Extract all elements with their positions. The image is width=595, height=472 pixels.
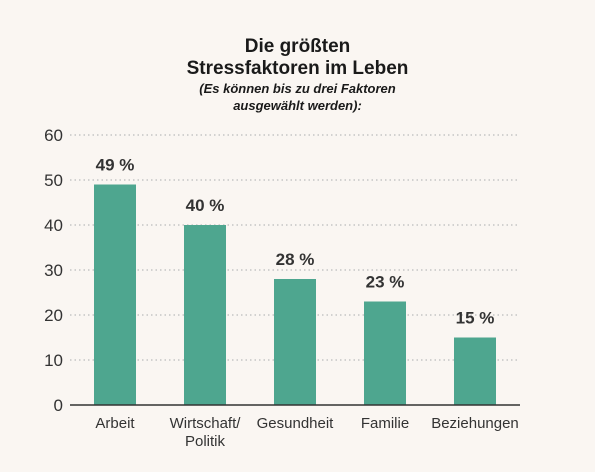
chart-title-line-1: Die größten	[244, 36, 351, 57]
y-tick-label: 10	[44, 351, 63, 370]
x-category-label: Beziehungen	[431, 415, 519, 432]
data-label: 15 %	[456, 309, 495, 328]
y-tick-label: 20	[44, 306, 63, 325]
data-label: 28 %	[276, 250, 315, 269]
y-tick-label: 60	[44, 126, 63, 145]
x-category-label: Politik	[185, 433, 226, 450]
chart-title-line-2: Stressfaktoren im Leben	[186, 58, 409, 79]
y-tick-label: 0	[54, 396, 63, 415]
chart-subtitle-line-2: ausgewählt werden):	[233, 98, 362, 113]
bar	[454, 337, 496, 405]
y-tick-label: 30	[44, 261, 63, 280]
chart-title-block: Die größten Stressfaktoren im Leben (Es …	[0, 36, 595, 114]
data-label: 23 %	[366, 273, 405, 292]
x-category-label: Familie	[361, 415, 409, 432]
data-label: 40 %	[186, 196, 225, 215]
bar	[274, 279, 316, 405]
bar	[364, 301, 406, 405]
bar	[184, 225, 226, 405]
chart-subtitle-line-1: (Es können bis zu drei Faktoren	[199, 81, 396, 96]
y-tick-label: 40	[44, 216, 63, 235]
bar	[94, 184, 136, 405]
y-tick-label: 50	[44, 171, 63, 190]
x-category-label: Gesundheit	[257, 415, 335, 432]
x-category-label: Wirtschaft/	[170, 415, 242, 432]
data-label: 49 %	[96, 156, 135, 175]
x-category-label: Arbeit	[95, 415, 135, 432]
